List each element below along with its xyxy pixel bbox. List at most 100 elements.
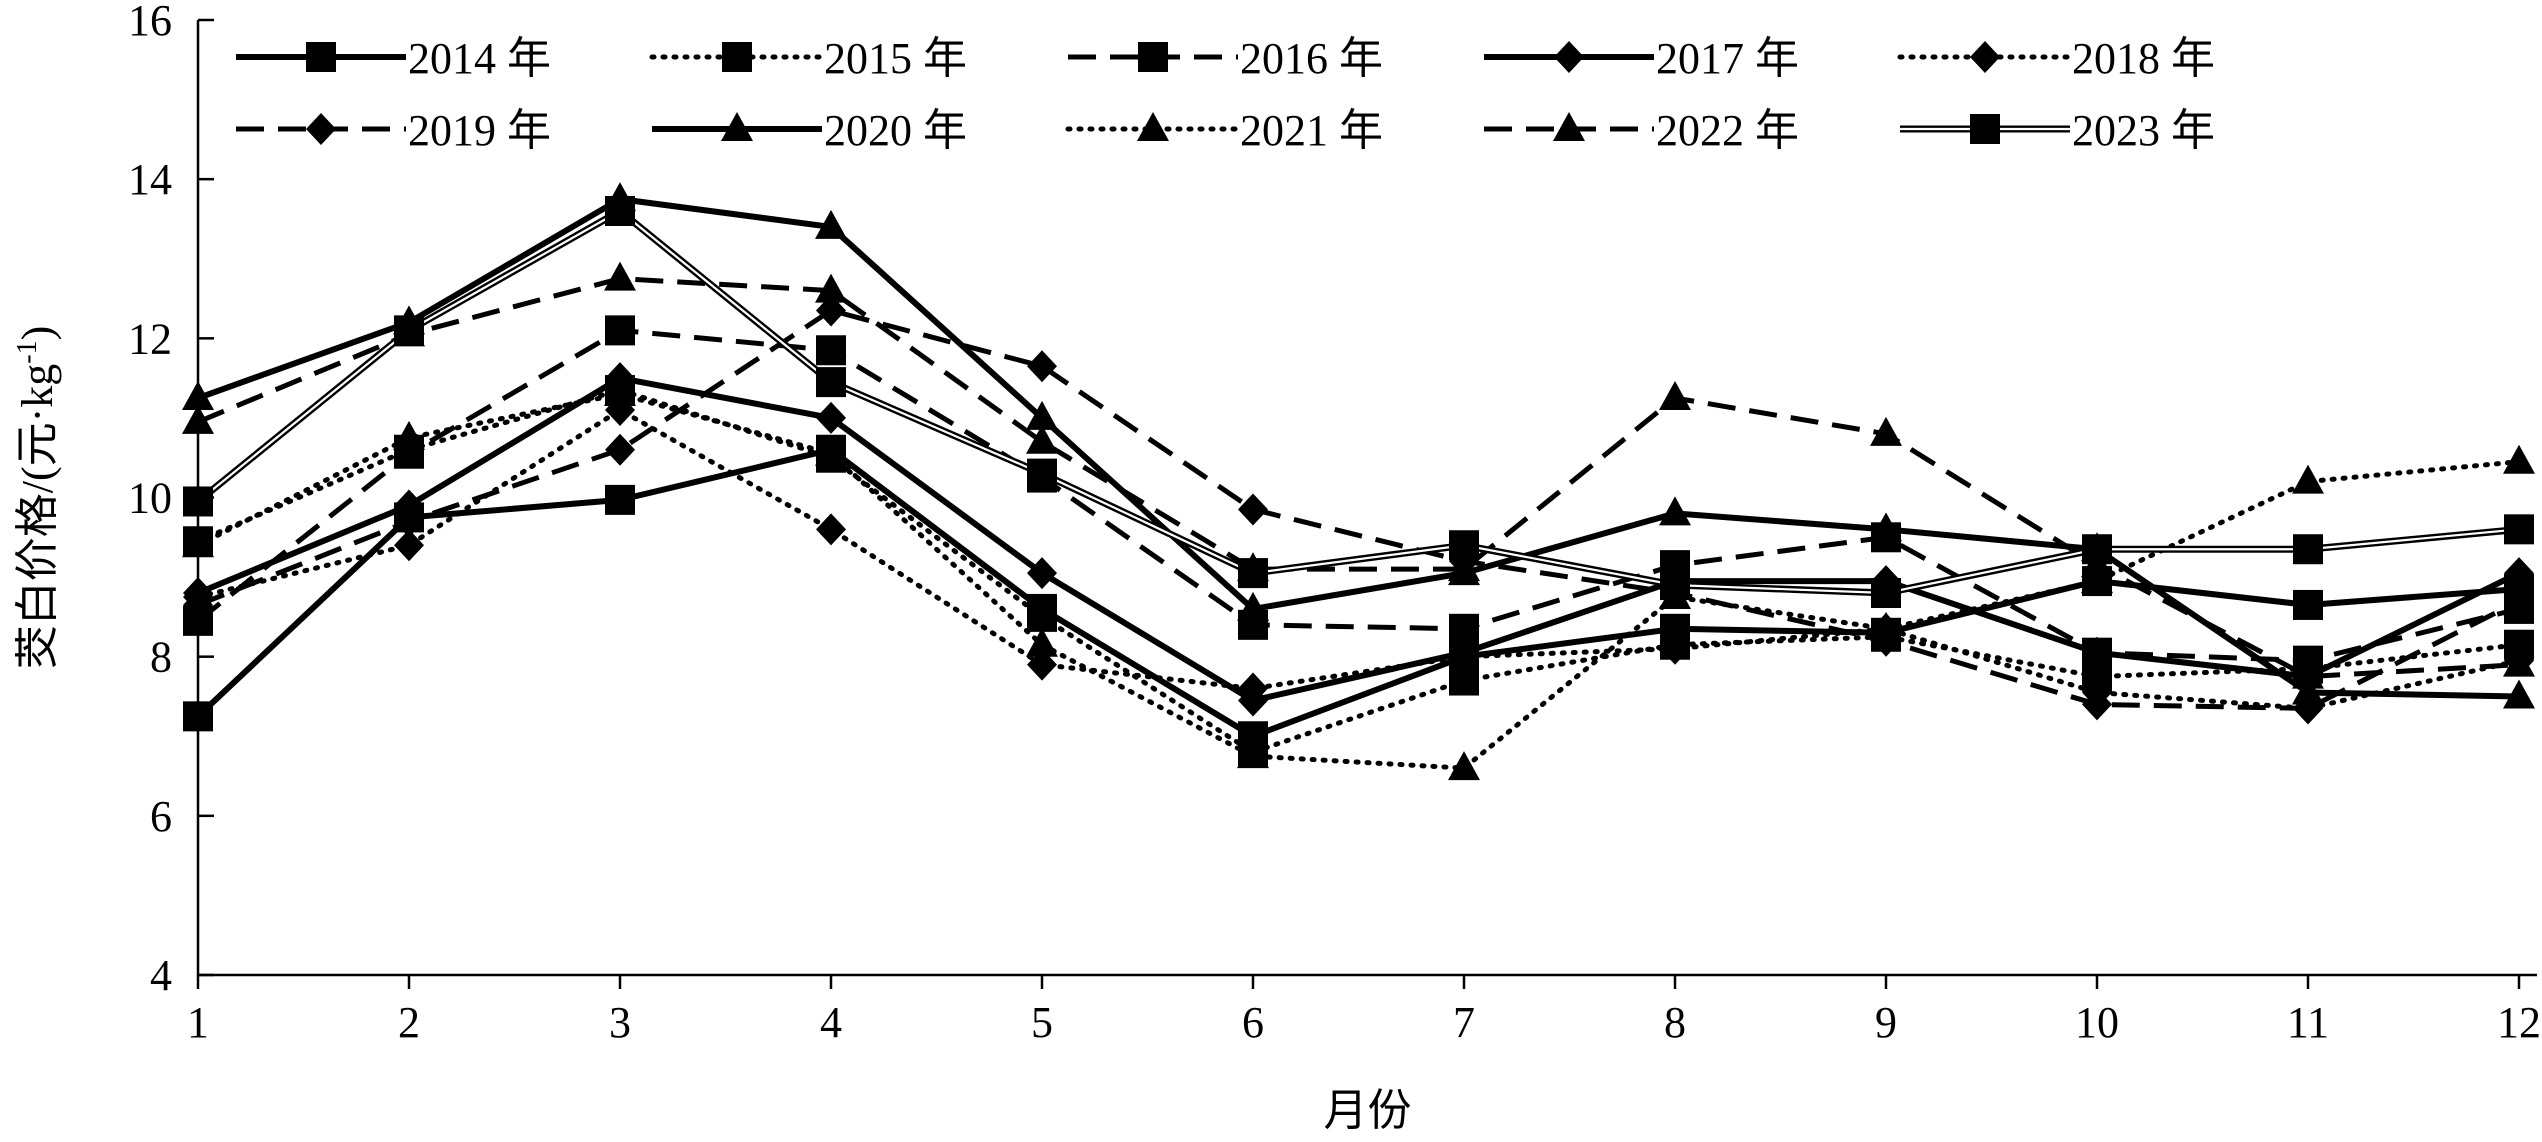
legend-marker: [721, 112, 753, 141]
legend-label: 2022 年: [1656, 106, 1799, 155]
data-point-6-3: [815, 209, 847, 239]
data-point-9-0: [183, 486, 213, 517]
data-point-8-8: [1870, 416, 1902, 446]
legend-marker: [1554, 41, 1584, 73]
legend-marker: [722, 42, 752, 72]
series-line-6: [196, 195, 2520, 700]
data-point-5-1: [394, 505, 424, 538]
data-point-7-3: [815, 436, 847, 466]
data-point-9-6: [1449, 530, 1479, 561]
data-point-5-0: [183, 588, 213, 621]
series-line-9: [195, 206, 2520, 597]
legend-marker: [1553, 112, 1585, 141]
y-tick-label: 4: [150, 951, 172, 1000]
data-point-2-2: [605, 315, 635, 346]
legend-item: 2023 年: [1900, 106, 2215, 155]
data-point-3-11: [2504, 557, 2534, 590]
data-point-7-5: [1237, 739, 1269, 769]
series-line-1: [195, 387, 2522, 755]
data-point-8-0: [182, 404, 214, 434]
data-point-6-5: [1237, 591, 1269, 621]
data-point-9-9: [2082, 534, 2112, 565]
legend-marker: [1138, 42, 1168, 72]
x-tick-label: 3: [609, 998, 631, 1047]
data-point-5-4: [1027, 350, 1057, 383]
data-point-7-4: [1026, 627, 1058, 657]
series-line-8-stroke: [197, 276, 2520, 680]
legend-item: 2015 年: [649, 34, 967, 83]
x-tick-label: 10: [2075, 998, 2119, 1047]
data-point-0-2: [605, 484, 635, 515]
data-point-4-5: [1238, 672, 1268, 705]
data-point-9-3: [816, 367, 846, 398]
data-point-1-4: [1027, 601, 1057, 632]
data-point-6-4: [1026, 400, 1058, 430]
x-tick-label: 6: [1242, 998, 1264, 1047]
x-axis-label: 月份: [1324, 1086, 1412, 1135]
data-point-3-4: [1027, 557, 1057, 590]
data-point-6-10: [2292, 675, 2324, 705]
series-line-7: [195, 391, 2522, 771]
x-tick-label: 12: [2497, 998, 2541, 1047]
y-axis-label-sup: -1: [12, 340, 43, 363]
legend-label: 2019 年: [408, 106, 551, 155]
series-line-3: [196, 374, 2521, 704]
data-point-9-2: [605, 196, 635, 226]
data-point-6-7: [1659, 496, 1691, 526]
legend-label: 2020 年: [824, 106, 967, 155]
series-line-7-stroke: [195, 391, 2522, 771]
legend-label: 2016 年: [1240, 34, 1383, 83]
x-ticks: 1 2 3 4 5 6 7 8 9 10 11 12: [187, 975, 2541, 1047]
legend: 2014 年 2015 年 2016 年 2017 年 2018 年 2019 年 2020…: [236, 34, 2215, 155]
x-tick-label: 5: [1031, 998, 1053, 1047]
data-point-7-6: [1448, 751, 1480, 781]
legend-item: 2018 年: [1897, 34, 2215, 83]
series-line-4: [195, 407, 2522, 711]
data-point-3-9: [2082, 636, 2112, 669]
data-point-9-5: [1238, 558, 1268, 589]
data-point-8-10: [2292, 659, 2324, 689]
y-ticks: 4 6 8 10 12 14 16: [128, 0, 214, 1000]
x-tick-label: 7: [1453, 998, 1475, 1047]
series-markers: [182, 182, 2535, 781]
y-tick-label: 12: [128, 314, 172, 363]
data-point-6-0: [182, 381, 214, 411]
data-point-9-11: [2504, 514, 2534, 545]
data-point-4-7: [1660, 632, 1690, 665]
legend-marker: [306, 42, 336, 72]
data-point-0-10: [2293, 589, 2323, 620]
legend-item: 2021 年: [1065, 106, 1383, 155]
series-line-9-inner: [197, 209, 2520, 595]
data-point-6-8: [1870, 512, 1902, 542]
series-line-6-stroke: [196, 195, 2520, 700]
legend-label: 2018 年: [2072, 34, 2215, 83]
data-point-9-7: [1660, 570, 1690, 601]
y-tick-label: 14: [128, 155, 172, 204]
legend-label: 2017 年: [1656, 34, 1799, 83]
data-point-9-1: [394, 315, 424, 346]
data-point-8-4: [1026, 424, 1058, 454]
data-point-8-2: [604, 261, 636, 291]
y-axis-label: 茭白价格/(元·kg-1): [12, 326, 62, 670]
data-point-8-3: [815, 273, 847, 303]
y-axis-label-close: ): [13, 326, 62, 341]
legend-item: 2020 年: [652, 106, 967, 155]
data-point-7-8: [1870, 611, 1902, 641]
legend-marker: [1970, 41, 2000, 73]
data-point-7-2: [604, 377, 636, 407]
x-tick-label: 2: [398, 998, 420, 1047]
series-line-5-stroke: [197, 307, 2521, 711]
series-line-1-stroke: [195, 387, 2522, 755]
legend-item: 2022 年: [1484, 106, 1799, 155]
series-line-3-stroke: [196, 374, 2521, 704]
data-point-5-11: [2504, 584, 2534, 617]
series-lines: [195, 195, 2522, 771]
x-tick-label: 8: [1664, 998, 1686, 1047]
series-line-2: [196, 327, 2520, 664]
data-point-4-3: [816, 513, 846, 546]
data-point-7-0: [182, 528, 214, 558]
data-point-9-8: [1871, 578, 1901, 608]
y-tick-label: 16: [128, 0, 172, 45]
data-point-0-0: [183, 701, 213, 732]
